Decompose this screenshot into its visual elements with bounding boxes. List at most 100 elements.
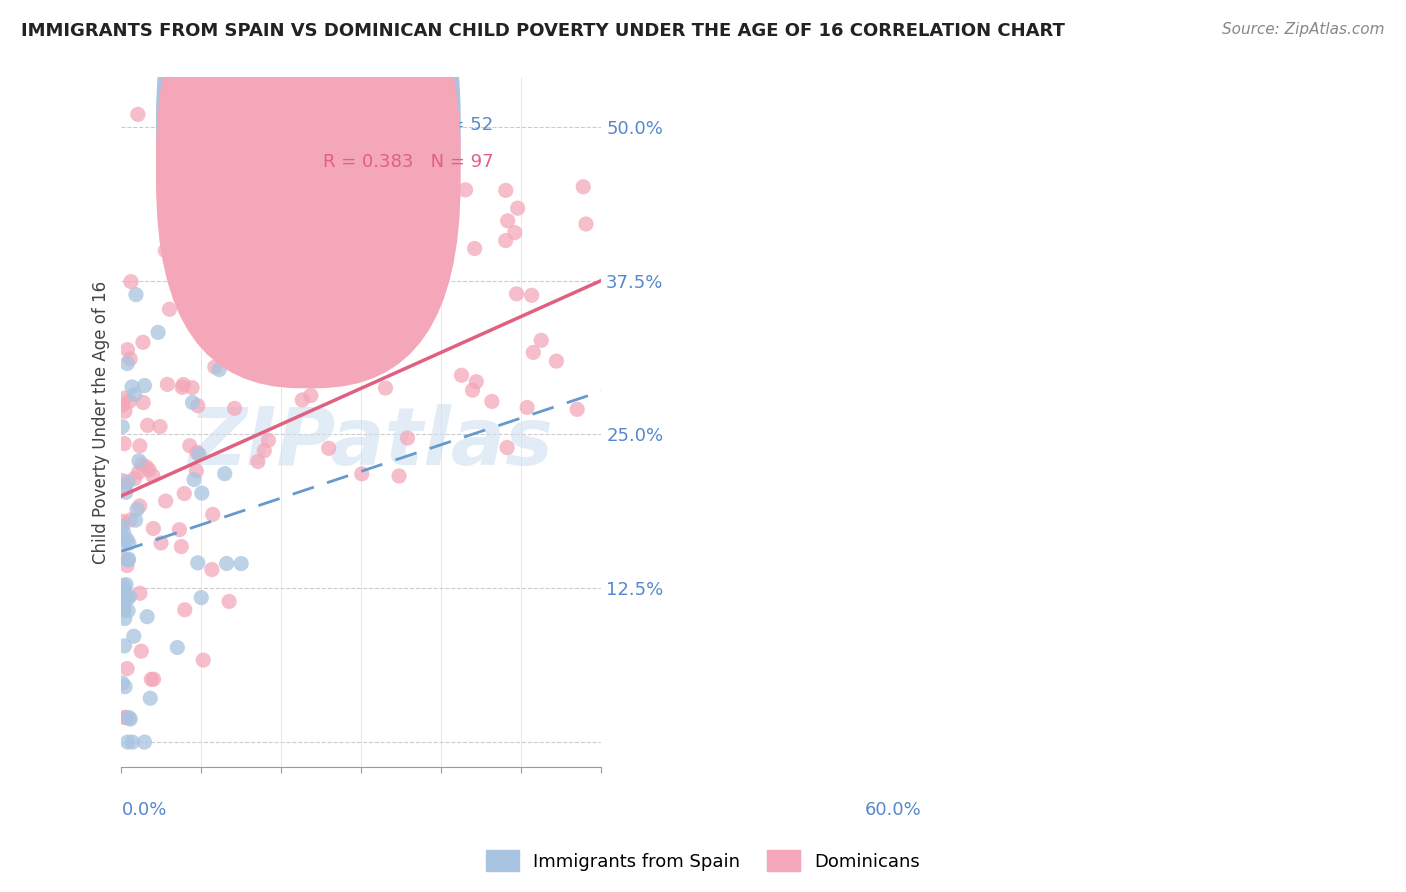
Point [142,468,165,483]
Point [115,558,138,573]
Point [124,471,146,485]
Point [257,434,280,448]
Point [112,525,135,540]
Point [159,302,181,317]
Point [173,603,195,617]
FancyBboxPatch shape [156,0,461,388]
Point [170,540,193,554]
Text: 0.0%: 0.0% [121,801,167,819]
Point [128,439,150,453]
Point [139,691,162,706]
Point [187,399,209,413]
Text: R = 0.383   N = 97: R = 0.383 N = 97 [323,153,494,171]
Point [114,710,136,724]
Point [350,337,373,351]
Point [112,578,135,592]
Point [181,381,204,395]
Text: Source: ZipAtlas.com: Source: ZipAtlas.com [1222,22,1385,37]
Point [111,550,134,565]
Point [128,465,150,479]
Point [388,469,411,483]
Point [142,672,165,686]
Legend: Immigrants from Spain, Dominicans: Immigrants from Spain, Dominicans [479,843,927,879]
Point [114,582,136,597]
Point [506,201,529,215]
Point [394,137,416,152]
Point [461,383,484,397]
Point [454,183,477,197]
Text: IMMIGRANTS FROM SPAIN VS DOMINICAN CHILD POVERTY UNDER THE AGE OF 16 CORRELATION: IMMIGRANTS FROM SPAIN VS DOMINICAN CHILD… [21,22,1064,40]
Point [190,591,212,605]
Point [481,394,503,409]
Point [117,475,139,489]
Point [118,394,141,409]
Point [530,334,553,348]
Point [115,533,138,547]
Point [505,286,527,301]
Point [114,404,136,418]
Point [299,388,322,402]
Point [215,557,238,571]
Point [120,351,142,366]
Point [246,454,269,468]
Point [111,601,134,615]
Point [253,443,276,458]
Point [575,217,598,231]
Point [117,343,139,357]
Point [546,354,568,368]
Point [129,586,152,600]
Point [396,431,419,445]
Point [318,442,340,456]
Point [214,467,236,481]
Point [201,508,224,522]
Point [122,629,145,643]
Point [187,276,209,290]
Point [111,419,134,434]
Text: R = 0.070   N = 52: R = 0.070 N = 52 [323,116,494,134]
Point [115,662,138,676]
Text: 60.0%: 60.0% [865,801,921,819]
Text: ZIPatlas: ZIPatlas [188,404,554,482]
Point [124,513,146,527]
Point [117,604,139,618]
Point [187,556,209,570]
Point [173,486,195,500]
Point [291,392,314,407]
Point [118,590,141,604]
Point [112,603,135,617]
Point [172,377,194,392]
Point [179,439,201,453]
Point [183,473,205,487]
Point [111,535,134,549]
Point [146,326,169,340]
Point [120,275,142,289]
Point [465,375,488,389]
Point [495,234,517,248]
Point [193,653,215,667]
Point [114,680,136,694]
Point [129,644,152,658]
Point [131,458,153,472]
Point [134,378,156,392]
Point [361,286,384,301]
Point [350,260,373,275]
Point [218,594,240,608]
Point [191,486,214,500]
Point [231,557,253,571]
Point [121,735,143,749]
Point [111,519,134,533]
Point [186,464,208,478]
Point [363,244,385,259]
Point [181,395,204,409]
Point [359,318,381,332]
Point [128,454,150,468]
Point [111,474,134,488]
Point [115,357,138,371]
Point [496,214,519,228]
Point [150,536,173,550]
FancyBboxPatch shape [290,98,433,202]
Point [565,402,588,417]
Point [141,673,163,687]
Point [124,387,146,401]
Point [117,735,139,749]
